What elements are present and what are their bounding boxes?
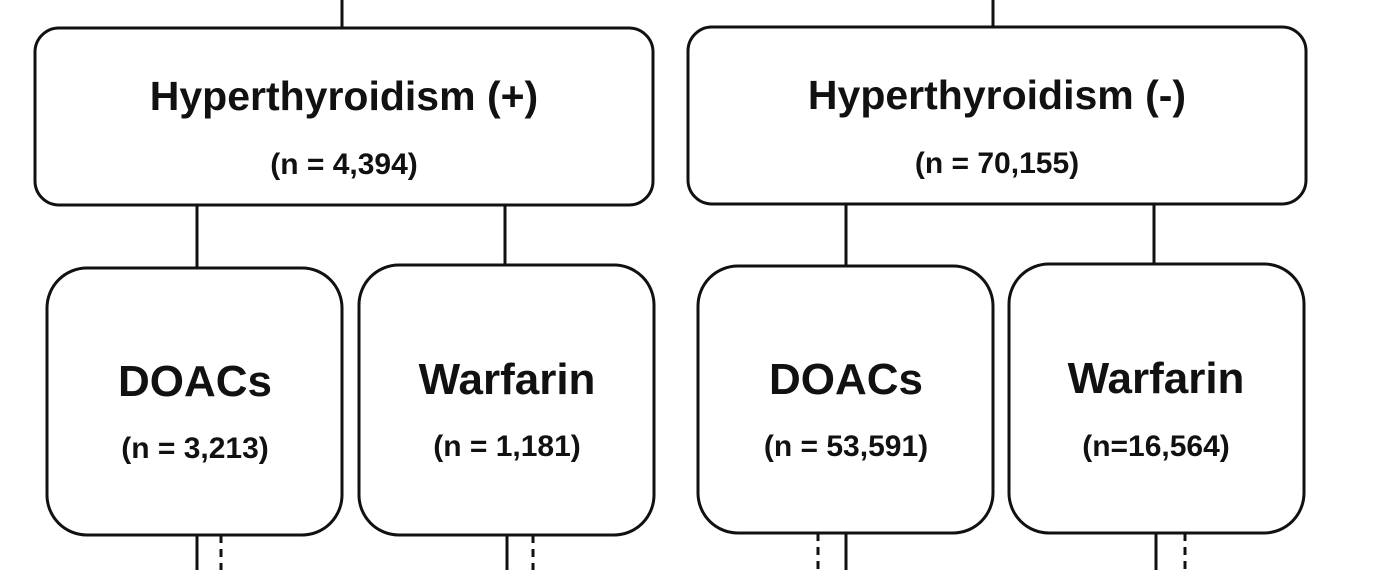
group-count: (n = 70,155) bbox=[915, 147, 1079, 180]
child-title: DOACs bbox=[118, 357, 272, 406]
group-box-hyperthyroidism-negative: Hyperthyroidism (-) (n = 70,155) bbox=[686, 25, 1308, 206]
child-title: Warfarin bbox=[1068, 354, 1245, 403]
child-box-warfarin-negative: Warfarin (n=16,564) bbox=[1007, 262, 1306, 535]
child-count: (n = 1,181) bbox=[433, 430, 581, 463]
child-title: Warfarin bbox=[419, 355, 596, 404]
group-count: (n = 4,394) bbox=[270, 148, 418, 181]
child-title: DOACs bbox=[769, 355, 923, 404]
group-box-hyperthyroidism-positive: Hyperthyroidism (+) (n = 4,394) bbox=[33, 26, 655, 207]
child-count: (n = 3,213) bbox=[121, 432, 269, 465]
child-box-warfarin-positive: Warfarin (n = 1,181) bbox=[357, 263, 656, 537]
child-box-doacs-positive: DOACs (n = 3,213) bbox=[45, 266, 344, 537]
group-title: Hyperthyroidism (-) bbox=[808, 72, 1186, 118]
child-count: (n=16,564) bbox=[1082, 430, 1230, 463]
child-count: (n = 53,591) bbox=[764, 430, 928, 463]
child-box-doacs-negative: DOACs (n = 53,591) bbox=[696, 264, 995, 535]
group-title: Hyperthyroidism (+) bbox=[150, 73, 538, 119]
